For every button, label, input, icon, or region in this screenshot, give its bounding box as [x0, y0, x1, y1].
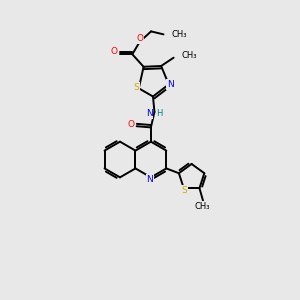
Text: H: H	[157, 109, 163, 118]
Text: N: N	[146, 109, 152, 118]
Text: N: N	[167, 80, 174, 89]
Text: CH₃: CH₃	[182, 51, 197, 60]
Text: O: O	[111, 47, 118, 56]
Text: CH₃: CH₃	[172, 31, 187, 40]
Text: N: N	[147, 175, 153, 184]
Text: S: S	[182, 186, 187, 195]
Text: CH₃: CH₃	[195, 202, 210, 211]
Text: O: O	[136, 34, 143, 43]
Text: S: S	[134, 82, 139, 91]
Text: O: O	[128, 120, 135, 129]
